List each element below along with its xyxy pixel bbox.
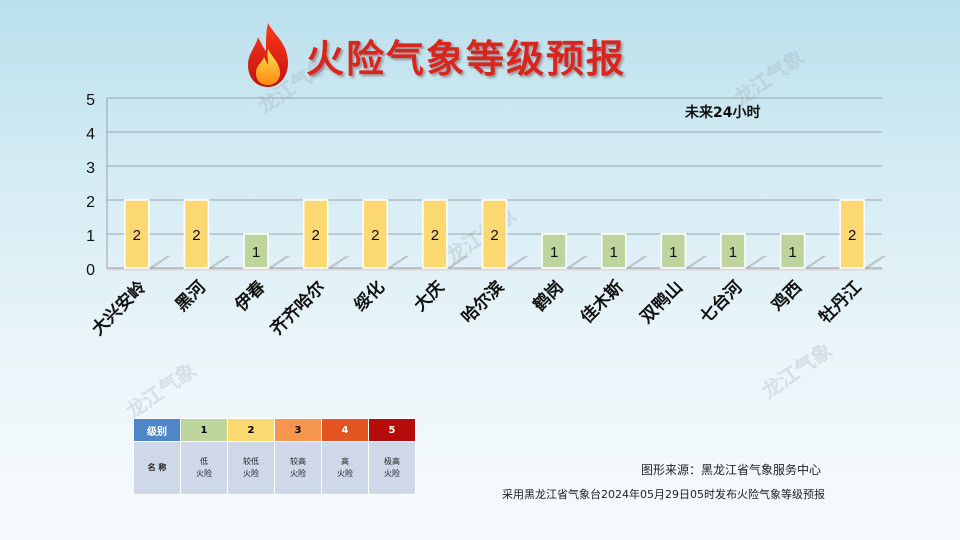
x-tick-label: 佳木斯 [576,277,627,328]
legend-level-3: 3 [274,418,322,442]
bar-shadow [327,256,350,268]
y-tick-label: 1 [86,228,95,245]
y-tick-label: 4 [86,126,95,143]
bar-value-label: 2 [371,227,379,244]
bar [541,233,567,269]
bar [779,233,806,269]
bar-shadow [804,256,827,268]
chart-annotation: 未来24小时 [685,104,760,121]
x-tick-label: 双鸭山 [636,277,687,328]
publish-note: 采用黑龙江省气象台2024年05月29日05时发布火险气象等级预报 [502,488,825,501]
bar-value-label: 1 [788,244,796,261]
bar-value-label: 2 [848,227,856,244]
bar-value-label: 1 [729,244,737,261]
bar-shadow [387,256,410,268]
x-tick-label: 七台河 [696,277,747,328]
legend-level-5-name: 极高 火险 [368,441,416,495]
bar-value-label: 2 [133,227,141,244]
bar-value-label: 1 [550,244,558,261]
bar-value-label: 2 [311,227,319,244]
bar-value-label: 2 [192,227,200,244]
bar-shadow [446,256,469,268]
bar [243,233,269,269]
legend-level-4-name: 高火险 [321,441,369,495]
legend-level-1-name: 低火险 [180,441,228,495]
bar-value-label: 1 [610,244,618,261]
x-tick-label: 鸡西 [767,277,807,317]
bar [124,199,150,269]
bar [660,233,687,269]
page-header: 火险气象等级预报 [244,20,626,90]
bar-shadow [268,256,291,268]
legend-level-2: 2 [227,418,275,442]
x-tick-label: 绥化 [350,277,389,316]
legend-level-4: 4 [321,418,369,442]
flame-icon [248,23,288,87]
legend-header-label: 级别 [133,418,181,442]
bar [422,199,448,269]
bar-shadow [148,256,171,268]
bar [481,199,508,269]
y-tick-label: 0 [86,262,95,279]
bar-value-label: 2 [490,227,498,244]
x-tick-label: 大兴安岭 [87,277,150,340]
bar-shadow [625,256,648,268]
legend-level-3-name: 较高 火险 [274,441,322,495]
bar-shadow [208,256,231,268]
bar-shadow [506,256,529,268]
bar-shadow [566,256,589,268]
bar-value-label: 2 [431,227,439,244]
x-tick-label: 齐齐哈尔 [266,277,329,340]
level-legend: 级别 1 2 3 4 5 名 称 低火险 较低 火险 较高 火险 高火险 极高 火险 [133,418,416,495]
bar [362,199,389,269]
y-tick-label: 2 [86,194,95,211]
source-note: 图形来源：黑龙江省气象服务中心 [641,463,822,477]
bar [302,199,329,269]
page-title: 火险气象等级预报 [306,36,627,81]
y-tick-label: 3 [86,160,95,177]
bar [600,233,627,269]
bar-value-label: 1 [669,244,677,261]
bar [183,199,210,269]
x-tick-label: 伊春 [230,277,270,317]
x-tick-label: 鹤岗 [529,277,568,316]
bar [839,199,865,269]
y-tick-label: 5 [86,92,95,109]
chart-floor [107,268,882,272]
legend-level-5: 5 [368,418,416,442]
legend-name-label: 名 称 [133,441,181,495]
bar-shadow [744,256,767,268]
bar-shadow [685,256,708,268]
legend-level-1: 1 [180,418,228,442]
x-tick-label: 大庆 [410,277,449,316]
x-tick-label: 哈尔滨 [457,277,508,328]
bar-shadow [864,256,887,268]
legend-level-2-name: 较低 火险 [227,441,275,495]
bar-value-label: 1 [252,244,260,261]
bar [720,233,746,269]
x-tick-label: 黑河 [172,277,210,315]
x-tick-label: 牡丹江 [815,277,866,328]
